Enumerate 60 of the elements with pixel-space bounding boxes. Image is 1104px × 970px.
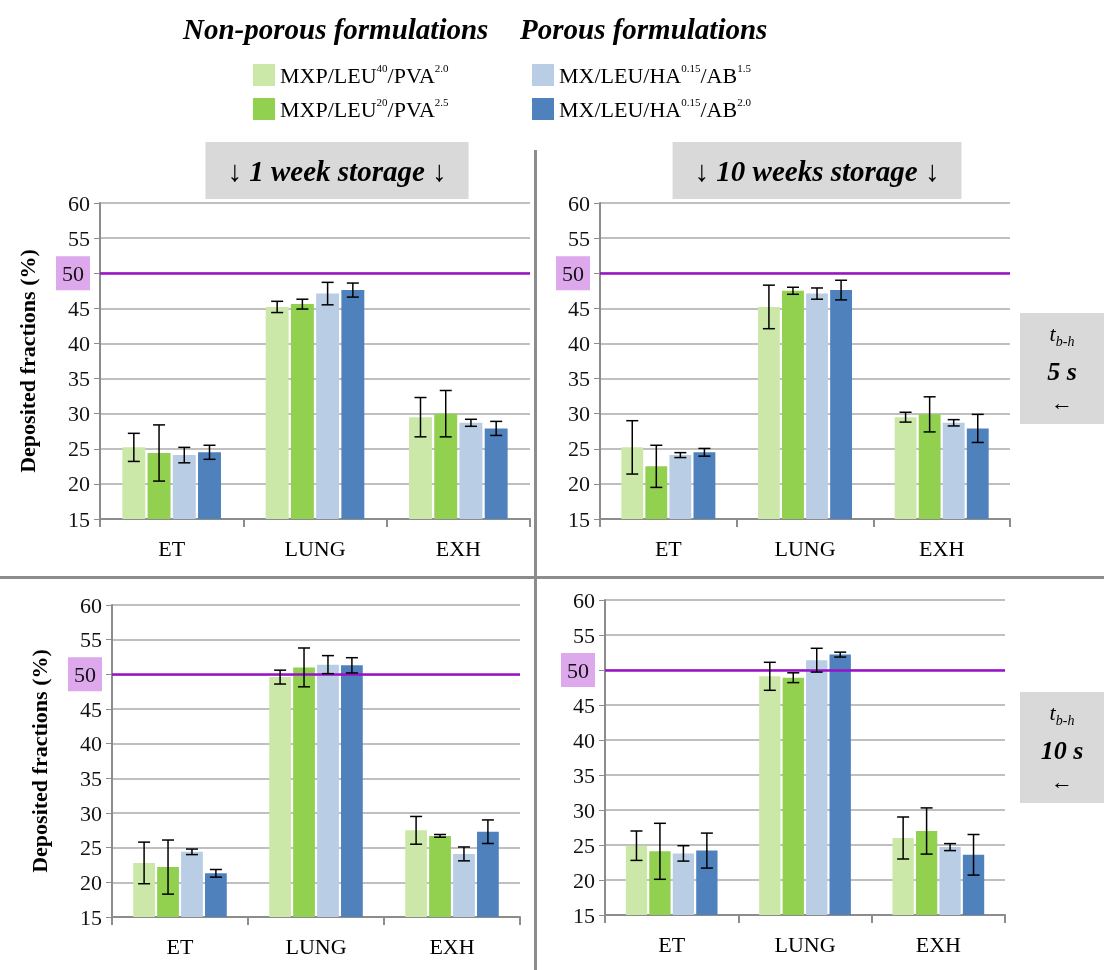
y-tick-label: 30	[573, 797, 595, 823]
x-tick-label: EXH	[435, 535, 482, 561]
y-tick-label: 60	[573, 587, 595, 613]
x-tick-label: LUNG	[774, 931, 836, 957]
x-tick-label: EXH	[919, 535, 965, 561]
y-tick-label: 50	[562, 260, 584, 286]
y-tick-label: 35	[573, 762, 595, 788]
y-tick-label: 60	[68, 190, 90, 216]
text: t$_{b-h}$ 10 s ←	[1040, 700, 1084, 795]
y-tick-label: 55	[68, 225, 90, 251]
y-tick-label: 30	[68, 401, 90, 427]
x-tick-label: EXH	[429, 933, 475, 959]
y-axis-title: Deposited fractions (%)	[26, 649, 52, 873]
y-tick-label: 50	[567, 657, 589, 683]
y-tick-label: 40	[573, 727, 595, 753]
y-axis-title: Deposited fractions (%)	[14, 249, 40, 473]
y-tick-label: 35	[568, 366, 590, 392]
y-tick-label: 25	[68, 436, 90, 462]
x-tick-label: ET	[654, 535, 683, 561]
y-tick-label: 60	[80, 592, 102, 618]
x-tick-label: ET	[166, 933, 194, 959]
y-tick-label: 45	[573, 692, 595, 718]
y-tick-label: 25	[80, 835, 102, 861]
y-tick-label: 15	[573, 902, 595, 928]
x-tick-label: LUNG	[284, 535, 346, 561]
y-tick-label: 40	[68, 330, 90, 356]
y-tick-label: 25	[573, 832, 595, 858]
y-tick-label: 55	[80, 627, 102, 653]
y-tick-label: 15	[68, 506, 90, 532]
y-tick-label: 55	[568, 225, 590, 251]
y-tick-label: 45	[80, 696, 102, 722]
x-tick-label: ET	[658, 931, 686, 957]
chart-title: ↓ 1 week storage ↓	[227, 154, 447, 187]
y-tick-label: 50	[74, 661, 96, 687]
y-tick-label: 20	[573, 867, 595, 893]
y-tick-label: 35	[80, 765, 102, 791]
y-tick-label: 25	[568, 436, 590, 462]
text: Non-porous formulations	[182, 12, 489, 45]
y-tick-label: 30	[80, 800, 102, 826]
x-tick-label: EXH	[915, 931, 962, 957]
y-tick-label: 55	[573, 622, 595, 648]
y-tick-label: 20	[68, 471, 90, 497]
chart-title: ↓ 10 weeks storage ↓	[694, 154, 940, 187]
y-tick-label: 50	[62, 260, 84, 286]
y-tick-label: 15	[80, 904, 102, 930]
y-tick-label: 20	[80, 869, 102, 895]
y-tick-label: 15	[568, 506, 590, 532]
y-tick-label: 40	[80, 731, 102, 757]
y-tick-label: 20	[568, 471, 590, 497]
y-tick-label: 60	[568, 190, 590, 216]
x-tick-label: LUNG	[774, 535, 836, 561]
y-tick-label: 40	[568, 330, 590, 356]
y-tick-label: 35	[68, 366, 90, 392]
y-tick-label: 45	[68, 295, 90, 321]
text: Porous formulations	[519, 12, 768, 45]
x-tick-label: ET	[158, 535, 186, 561]
x-tick-label: LUNG	[285, 933, 347, 959]
text: t$_{b-h}$ 5 s ←	[1047, 321, 1077, 416]
y-tick-label: 45	[568, 295, 590, 321]
y-tick-label: 30	[568, 401, 590, 427]
